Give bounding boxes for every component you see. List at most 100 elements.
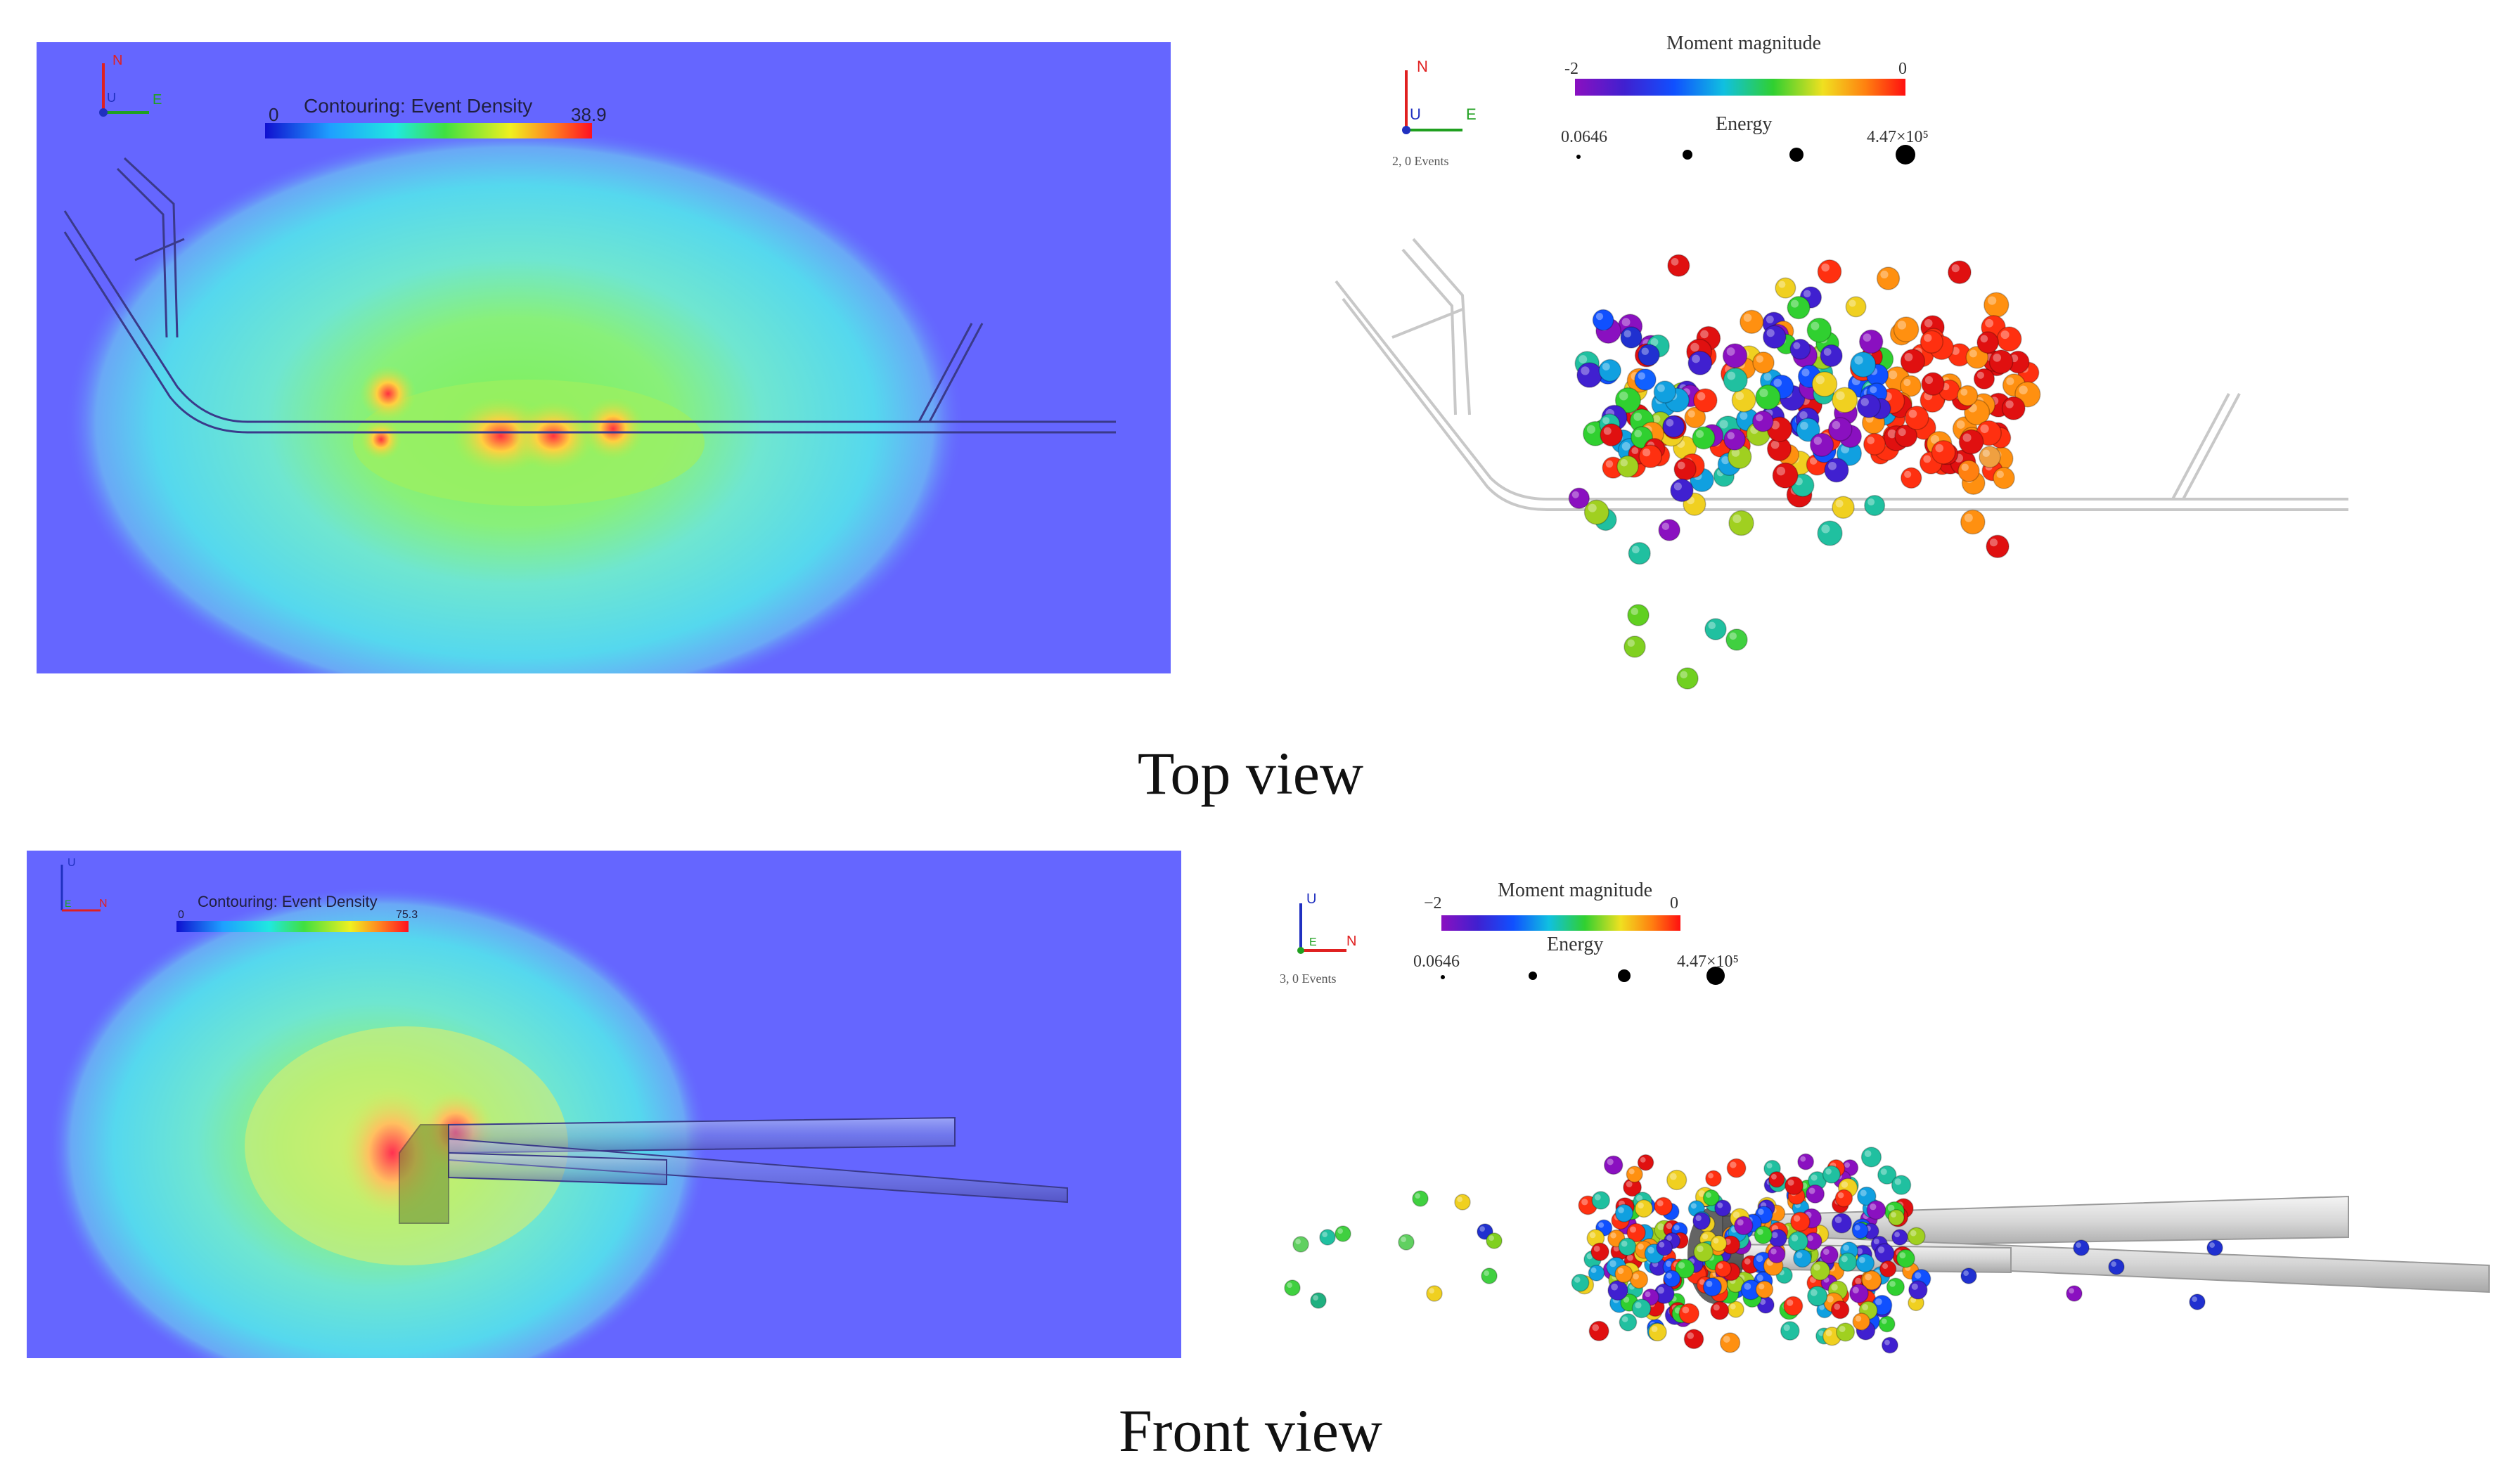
event-sphere-highlight bbox=[1759, 388, 1768, 398]
event-sphere bbox=[1626, 1222, 1646, 1243]
event-sphere-highlight bbox=[2000, 330, 2010, 340]
event-sphere-highlight bbox=[1337, 1228, 1343, 1234]
event-sphere-highlight bbox=[1904, 470, 1912, 478]
event-sphere bbox=[1830, 1300, 1850, 1320]
event-sphere-highlight bbox=[1963, 1270, 1969, 1276]
event-sphere bbox=[1832, 496, 1855, 520]
event-sphere-highlight bbox=[1773, 378, 1782, 387]
event-sphere bbox=[1284, 1279, 1301, 1296]
event-sphere-highlight bbox=[1887, 1204, 1895, 1212]
event-sphere bbox=[1631, 1298, 1652, 1319]
event-sphere-highlight bbox=[1888, 370, 1898, 380]
event-sphere-highlight bbox=[1666, 1222, 1673, 1230]
event-sphere-highlight bbox=[2019, 385, 2028, 394]
event-sphere-highlight bbox=[1924, 318, 1933, 328]
top-density-axes bbox=[99, 63, 149, 117]
event-sphere-highlight bbox=[1322, 1232, 1327, 1237]
event-sphere-highlight bbox=[1828, 461, 1837, 470]
top-event-spheres bbox=[1568, 254, 2041, 690]
front-density-axes bbox=[60, 865, 101, 912]
event-sphere bbox=[1857, 1186, 1877, 1206]
mag-max: 0 bbox=[1670, 894, 1678, 912]
event-sphere-highlight bbox=[1603, 427, 1612, 435]
event-sphere-highlight bbox=[1799, 411, 1808, 420]
event-sphere bbox=[1986, 534, 2010, 559]
event-sphere bbox=[1893, 316, 1920, 343]
event-sphere bbox=[1755, 1280, 1774, 1299]
event-sphere bbox=[1626, 1166, 1643, 1183]
event-sphere bbox=[1874, 1243, 1895, 1263]
event-sphere bbox=[1454, 1194, 1471, 1211]
event-sphere bbox=[1856, 1253, 1875, 1273]
event-sphere-highlight bbox=[1595, 312, 1604, 321]
event-sphere-highlight bbox=[1621, 1316, 1628, 1322]
axis-u-label: U bbox=[67, 857, 76, 869]
front-scatter-view: U N E 3, 0 Events Moment magnitude −2 0 … bbox=[1266, 872, 2501, 1364]
event-sphere-highlight bbox=[1624, 330, 1631, 337]
event-sphere-highlight bbox=[1839, 1326, 1846, 1332]
event-sphere-highlight bbox=[1669, 1173, 1677, 1180]
event-sphere-highlight bbox=[1771, 1174, 1777, 1180]
event-sphere bbox=[1754, 1225, 1773, 1244]
event-sphere-highlight bbox=[1835, 499, 1844, 508]
event-sphere bbox=[1831, 1213, 1853, 1234]
top-density-view: N E U Contouring: Event Density 0 38.9 bbox=[37, 42, 1171, 673]
event-sphere-highlight bbox=[1825, 1168, 1832, 1175]
event-sphere-highlight bbox=[1657, 384, 1665, 392]
event-sphere-highlight bbox=[1586, 425, 1595, 434]
event-sphere bbox=[1973, 368, 1995, 389]
event-sphere-highlight bbox=[1808, 1187, 1815, 1194]
event-sphere-highlight bbox=[1479, 1226, 1485, 1232]
event-sphere bbox=[1817, 259, 1842, 284]
event-sphere bbox=[2073, 1239, 2090, 1256]
event-sphere bbox=[1904, 405, 1929, 430]
energy-min: 0.0646 bbox=[1413, 953, 1460, 971]
event-sphere-highlight bbox=[1678, 1262, 1685, 1269]
event-sphere bbox=[1960, 509, 1986, 535]
event-sphere bbox=[1996, 326, 2022, 352]
event-sphere bbox=[1809, 432, 1834, 457]
event-sphere-highlight bbox=[1855, 1277, 1862, 1284]
axis-e-label: E bbox=[1309, 936, 1317, 948]
event-sphere bbox=[1638, 444, 1663, 469]
event-sphere-highlight bbox=[1756, 414, 1763, 422]
event-sphere-highlight bbox=[1825, 1329, 1832, 1336]
event-sphere-highlight bbox=[1735, 392, 1744, 401]
event-sphere-highlight bbox=[1783, 1324, 1790, 1331]
event-sphere-highlight bbox=[1854, 356, 1863, 365]
event-sphere-highlight bbox=[1659, 1241, 1665, 1248]
event-sphere-highlight bbox=[1882, 1263, 1889, 1270]
event-sphere-highlight bbox=[1415, 1193, 1420, 1199]
event-sphere-highlight bbox=[1908, 409, 1917, 418]
event-sphere-highlight bbox=[1706, 1280, 1713, 1287]
axis-n-label: N bbox=[99, 898, 108, 910]
event-sphere-highlight bbox=[1628, 1168, 1635, 1175]
event-sphere-highlight bbox=[1687, 1332, 1695, 1339]
event-sphere-highlight bbox=[1791, 1234, 1799, 1241]
event-sphere-highlight bbox=[1727, 371, 1736, 380]
event-sphere-highlight bbox=[1401, 1237, 1406, 1242]
event-sphere bbox=[1860, 1147, 1882, 1168]
energy-max: 4.47×10⁵ bbox=[1867, 128, 1929, 146]
event-sphere-highlight bbox=[1770, 1249, 1777, 1255]
event-sphere-highlight bbox=[1666, 419, 1674, 427]
event-sphere bbox=[1797, 1153, 1815, 1170]
event-sphere-highlight bbox=[1766, 315, 1774, 323]
event-sphere-highlight bbox=[1860, 1189, 1867, 1196]
event-sphere-highlight bbox=[1635, 1302, 1642, 1309]
event-sphere bbox=[1684, 406, 1706, 429]
event-sphere-highlight bbox=[1862, 1304, 1869, 1310]
event-sphere-highlight bbox=[1633, 1273, 1639, 1280]
event-sphere-highlight bbox=[1682, 1306, 1690, 1314]
event-sphere-highlight bbox=[1700, 330, 1709, 339]
event-sphere-highlight bbox=[1766, 329, 1775, 337]
event-sphere-highlight bbox=[1657, 1223, 1664, 1231]
event-sphere-highlight bbox=[1744, 1258, 1751, 1265]
event-sphere-highlight bbox=[1295, 1239, 1301, 1244]
event-sphere-highlight bbox=[1730, 1303, 1736, 1310]
event-sphere-highlight bbox=[1811, 321, 1820, 330]
event-sphere-highlight bbox=[1708, 621, 1716, 629]
event-sphere-highlight bbox=[1699, 1279, 1706, 1285]
event-sphere bbox=[1591, 1191, 1610, 1210]
event-sphere-highlight bbox=[1956, 420, 1965, 429]
